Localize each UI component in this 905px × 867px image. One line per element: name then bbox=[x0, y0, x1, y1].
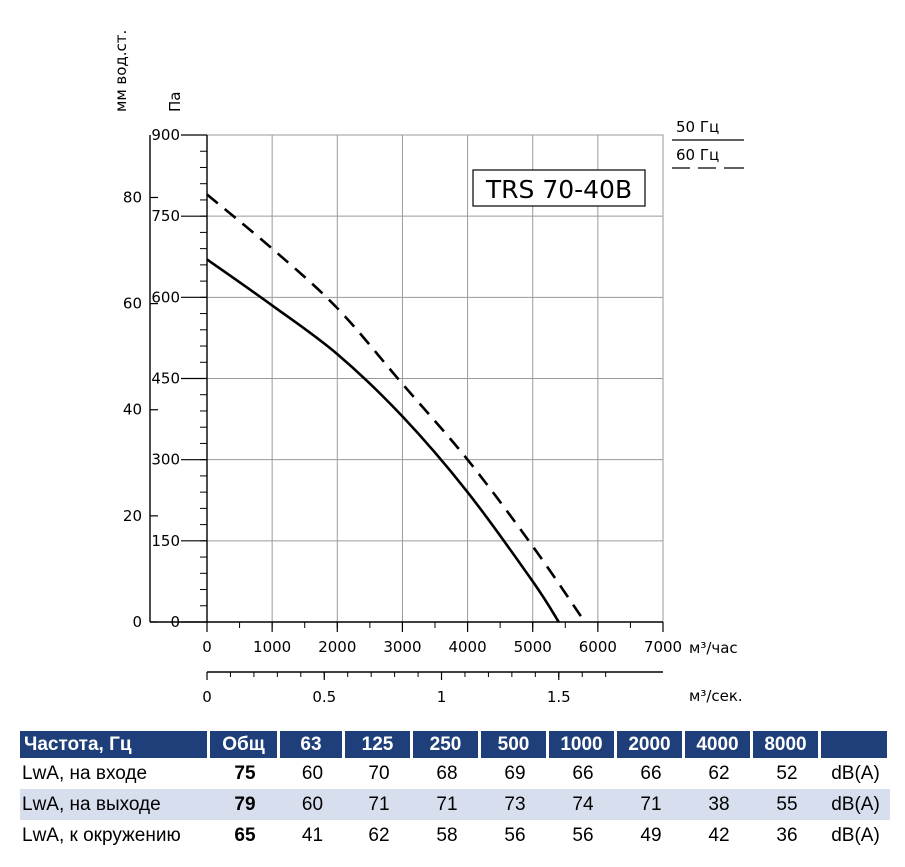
value-cell: 56 bbox=[504, 824, 526, 846]
row-label: LwA, к окружению bbox=[22, 824, 181, 846]
grid bbox=[206, 134, 664, 623]
value-cell: 58 bbox=[436, 824, 458, 846]
header-cell: Общ bbox=[210, 731, 280, 758]
x2-unit-label: м³/сек. bbox=[689, 687, 743, 705]
y-tick-label-mm: 60 bbox=[123, 295, 142, 313]
y-tick-label-mm: 40 bbox=[123, 401, 142, 419]
header-cell: 500 bbox=[481, 731, 549, 758]
x-tick-label: 6000 bbox=[579, 638, 617, 656]
model-label-box bbox=[472, 169, 646, 207]
total-cell: 65 bbox=[234, 824, 256, 846]
y-tick-label-mm: 20 bbox=[123, 507, 142, 525]
header-frequency: Частота, Гц bbox=[20, 731, 210, 758]
header-cell bbox=[821, 731, 890, 758]
value-cell: 38 bbox=[685, 789, 753, 820]
value-cell: 62 bbox=[368, 824, 390, 846]
curve-50hz bbox=[206, 258, 560, 623]
y-right-unit: Па bbox=[166, 92, 184, 112]
header-cell: 250 bbox=[413, 731, 481, 758]
y-left-unit: мм вод.ст. bbox=[112, 30, 130, 112]
y-tick-label-pa: 300 bbox=[151, 451, 180, 469]
x2-tick-label: 1 bbox=[437, 688, 447, 706]
x-tick-label: 7000 bbox=[644, 638, 682, 656]
header-cell: 4000 bbox=[685, 731, 753, 758]
value-cell: 55 bbox=[753, 789, 821, 820]
value-cell: 66 bbox=[572, 762, 594, 784]
value-cell: 71 bbox=[617, 789, 685, 820]
value-cell: 70 bbox=[368, 762, 390, 784]
value-cell: dB(A) bbox=[821, 789, 890, 820]
curves bbox=[206, 193, 586, 623]
y-tick-label-pa: 0 bbox=[170, 613, 180, 631]
row-label: LwA, на выходе bbox=[20, 789, 210, 820]
y-tick-label-pa: 600 bbox=[151, 288, 180, 306]
x2-tick-label: 0 bbox=[202, 688, 212, 706]
y-tick-label-pa: 750 bbox=[151, 207, 180, 225]
x-tick-label: 0 bbox=[202, 638, 212, 656]
legend-label: 60 Гц bbox=[676, 146, 719, 164]
value-cell: 62 bbox=[708, 762, 730, 784]
value-cell: dB(A) bbox=[831, 762, 880, 784]
value-cell: 74 bbox=[549, 789, 617, 820]
value-cell: 66 bbox=[640, 762, 662, 784]
value-cell: 56 bbox=[572, 824, 594, 846]
legend: 50 Гц 60 Гц bbox=[672, 118, 744, 169]
value-cell: 49 bbox=[640, 824, 662, 846]
total-cell: 75 bbox=[234, 762, 256, 784]
x2-tick-label: 1.5 bbox=[547, 688, 571, 706]
x-tick-label: 4000 bbox=[448, 638, 486, 656]
value-cell: 73 bbox=[481, 789, 549, 820]
table-row: LwA, на входе 75 60 70 68 69 66 66 62 52 dB(A) bbox=[20, 758, 890, 789]
table-row: LwA, к окружению 65 41 62 58 56 56 49 42 36 dB(A) bbox=[20, 820, 890, 851]
value-cell: 41 bbox=[301, 824, 324, 846]
x-tick-label: 1000 bbox=[253, 638, 291, 656]
value-cell: 60 bbox=[280, 789, 345, 820]
y-tick-label-pa: 450 bbox=[151, 370, 180, 388]
header-cell: 1000 bbox=[549, 731, 617, 758]
y-tick-label-mm: 80 bbox=[123, 188, 142, 206]
total-cell: 79 bbox=[210, 789, 280, 820]
axes: 0 150 300 450 600 750 900 0 20 40 60 80 0 1000 2000 300… bbox=[123, 126, 682, 706]
legend-label: 50 Гц bbox=[676, 118, 719, 136]
header-cell: 8000 bbox=[753, 731, 821, 758]
noise-table: Частота, Гц Общ 63 125 250 500 1000 2000 4000 800… bbox=[20, 731, 890, 851]
table-row: LwA, на выходе 79 60 71 71 73 74 71 38 55 dB(A) bbox=[20, 789, 890, 820]
y-tick-label-pa: 150 bbox=[151, 532, 180, 550]
x-tick-label: 2000 bbox=[318, 638, 356, 656]
value-cell: dB(A) bbox=[831, 824, 880, 846]
header-cell: 125 bbox=[345, 731, 413, 758]
header-cell: 63 bbox=[280, 731, 345, 758]
x-tick-label: 3000 bbox=[383, 638, 421, 656]
y-tick-label-pa: 900 bbox=[151, 126, 180, 144]
value-cell: 60 bbox=[301, 762, 324, 784]
row-label: LwA, на входе bbox=[22, 762, 148, 784]
header-cell: 2000 bbox=[617, 731, 685, 758]
model-label: TRS 70-40B bbox=[485, 175, 632, 204]
value-cell: 71 bbox=[345, 789, 413, 820]
x-unit-label: м³/час bbox=[689, 639, 738, 657]
value-cell: 71 bbox=[413, 789, 481, 820]
value-cell: 69 bbox=[504, 762, 526, 784]
value-cell: 36 bbox=[776, 824, 798, 846]
y-tick-label-mm: 0 bbox=[132, 613, 142, 631]
value-cell: 68 bbox=[436, 762, 458, 784]
x2-tick-label: 0.5 bbox=[312, 688, 336, 706]
table-header-row: Частота, Гц Общ 63 125 250 500 1000 2000 4000 800… bbox=[20, 731, 890, 758]
value-cell: 52 bbox=[776, 762, 798, 784]
x-tick-label: 5000 bbox=[514, 638, 552, 656]
value-cell: 42 bbox=[708, 824, 730, 846]
fan-performance-chart: 0 150 300 450 600 750 900 0 20 40 60 80 0 1000 2000 300… bbox=[112, 30, 744, 706]
